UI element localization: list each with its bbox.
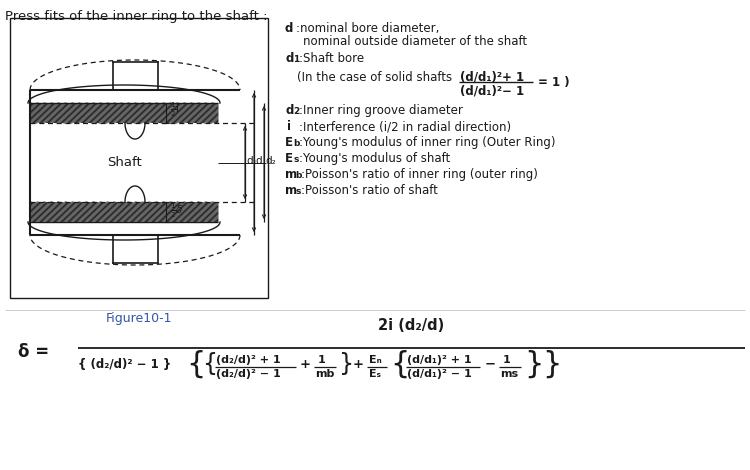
Text: $\frac{1}{2}\delta$: $\frac{1}{2}\delta$	[170, 202, 183, 220]
Text: :Young's modulus of shaft: :Young's modulus of shaft	[299, 152, 450, 165]
Text: d: d	[285, 104, 293, 117]
Text: :nominal bore diameter,: :nominal bore diameter,	[296, 22, 440, 35]
Text: d: d	[285, 22, 298, 35]
Bar	[10, 18, 268, 298]
Text: δ =: δ =	[18, 343, 50, 361]
Text: ms: ms	[500, 369, 518, 379]
Text: Press fits of the inner ring to the shaft :: Press fits of the inner ring to the shaf…	[5, 10, 268, 23]
Text: :Interference (i/2 in radial direction): :Interference (i/2 in radial direction)	[299, 120, 512, 133]
Text: { (d₂/d)² − 1 }: { (d₂/d)² − 1 }	[78, 358, 171, 370]
Text: Eₛ: Eₛ	[369, 369, 381, 379]
Text: 1: 1	[293, 55, 299, 64]
Text: b: b	[295, 171, 302, 180]
Text: +: +	[353, 358, 364, 370]
Text: {: {	[202, 352, 217, 376]
Text: $\frac{1}{2}$i: $\frac{1}{2}$i	[170, 101, 179, 119]
Text: (d₂/d)² − 1: (d₂/d)² − 1	[216, 369, 280, 379]
Text: +: +	[300, 358, 311, 370]
Text: Figure10-1: Figure10-1	[106, 312, 172, 325]
Text: :Young's modulus of inner ring (Outer Ring): :Young's modulus of inner ring (Outer Ri…	[299, 136, 556, 149]
Text: s: s	[293, 155, 298, 164]
Text: Eₙ: Eₙ	[369, 355, 382, 365]
Text: (d/d₁)²− 1: (d/d₁)²− 1	[460, 84, 524, 97]
Text: i: i	[287, 120, 291, 133]
Text: }: }	[339, 352, 354, 376]
Text: 1: 1	[503, 355, 511, 365]
Text: {: {	[390, 350, 410, 378]
Text: :Poisson's ratio of inner ring (outer ring): :Poisson's ratio of inner ring (outer ri…	[301, 168, 538, 181]
Text: :Poisson's ratio of shaft: :Poisson's ratio of shaft	[301, 184, 438, 197]
Text: E: E	[285, 136, 293, 149]
Text: :Shaft bore: :Shaft bore	[299, 52, 364, 65]
Text: :Inner ring groove diameter: :Inner ring groove diameter	[299, 104, 463, 117]
Text: 2i (d₂/d): 2i (d₂/d)	[378, 318, 445, 333]
Text: m: m	[285, 184, 297, 197]
Text: {: {	[186, 350, 206, 378]
Text: −: −	[485, 358, 496, 370]
Text: (d₂/d)² + 1: (d₂/d)² + 1	[216, 355, 280, 365]
Text: 1: 1	[318, 355, 326, 365]
Text: (d/d₁)²+ 1: (d/d₁)²+ 1	[460, 70, 524, 83]
Text: s: s	[295, 187, 300, 196]
Text: mb: mb	[315, 369, 334, 379]
Text: d: d	[255, 157, 262, 166]
Text: }: }	[524, 350, 543, 378]
Text: Shaft: Shaft	[106, 156, 141, 169]
Text: nominal outside diameter of the shaft: nominal outside diameter of the shaft	[303, 35, 527, 48]
Text: (d/d₁)² + 1: (d/d₁)² + 1	[407, 355, 472, 365]
Text: d₂: d₂	[265, 157, 276, 166]
Text: m: m	[285, 168, 297, 181]
Text: d₁: d₁	[246, 157, 256, 166]
Text: 2: 2	[293, 107, 299, 116]
Text: E: E	[285, 152, 293, 165]
Text: = 1 ): = 1 )	[538, 76, 570, 89]
Text: d: d	[285, 52, 293, 65]
Text: (In the case of solid shafts: (In the case of solid shafts	[297, 71, 452, 84]
Text: }: }	[542, 350, 561, 378]
Text: (d/d₁)² − 1: (d/d₁)² − 1	[407, 369, 472, 379]
Text: b: b	[293, 139, 299, 148]
